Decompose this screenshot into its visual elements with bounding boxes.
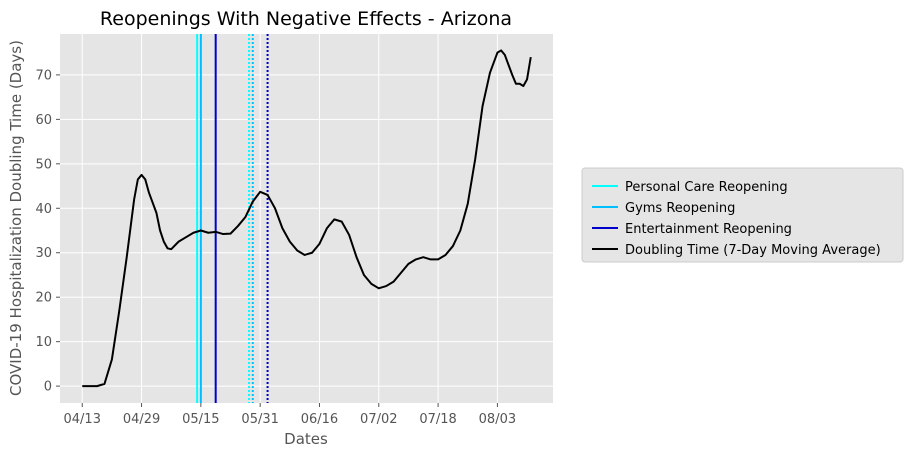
chart-title: Reopenings With Negative Effects - Arizo…	[100, 8, 512, 30]
x-tick-label: 04/13	[64, 412, 101, 427]
legend-label: Doubling Time (7-Day Moving Average)	[625, 243, 881, 258]
x-tick-label: 05/15	[182, 412, 219, 427]
plot-area	[60, 34, 553, 403]
x-tick-label: 04/29	[123, 412, 160, 427]
x-tick-label: 08/03	[479, 412, 516, 427]
x-axis-label: Dates	[284, 430, 328, 448]
y-tick-label: 70	[35, 68, 52, 83]
legend-label: Personal Care Reopening	[625, 180, 788, 195]
y-tick-label: 30	[35, 246, 52, 261]
y-tick-label: 40	[35, 202, 52, 217]
y-tick-label: 10	[35, 335, 52, 350]
legend-label: Gyms Reopening	[625, 201, 735, 216]
y-tick-label: 0	[44, 380, 52, 395]
y-tick-label: 20	[35, 291, 52, 306]
legend-label: Entertainment Reopening	[625, 222, 792, 237]
legend	[581, 167, 904, 263]
data-line	[82, 49, 532, 388]
y-tick-label: 50	[35, 157, 52, 172]
x-tick-label: 05/31	[241, 412, 278, 427]
y-axis-label: COVID-19 Hospitalization Doubling Time (…	[7, 40, 25, 396]
x-tick-label: 07/18	[419, 412, 456, 427]
y-tick-label: 60	[35, 113, 52, 128]
x-tick-label: 07/02	[360, 412, 397, 427]
x-tick-label: 06/16	[301, 412, 338, 427]
